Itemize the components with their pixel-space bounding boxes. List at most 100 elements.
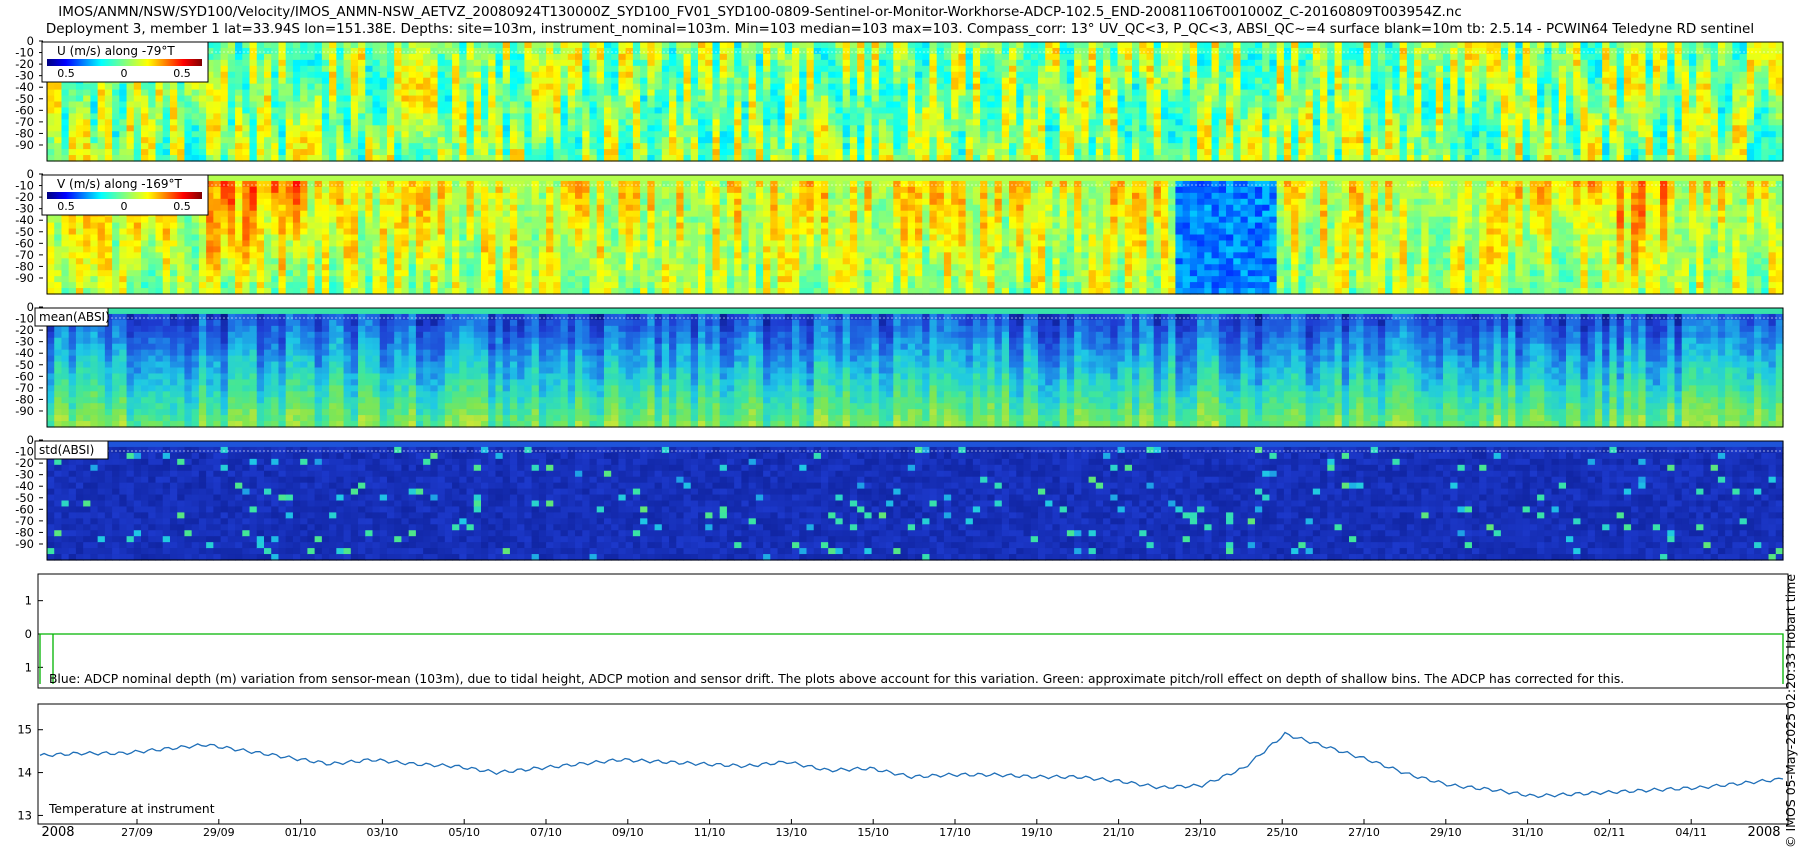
heatmap-cell <box>1544 143 1553 150</box>
heatmap-cell <box>907 42 916 49</box>
heatmap-cell <box>1182 107 1191 114</box>
heatmap-cell <box>1204 89 1213 97</box>
heatmap-cell <box>1103 83 1111 91</box>
heatmap-cell <box>1775 53 1784 61</box>
heatmap-cell <box>1320 77 1328 85</box>
heatmap-cell <box>1377 71 1386 79</box>
heatmap-cell <box>1262 95 1271 103</box>
heatmap-cell <box>1269 101 1278 109</box>
heatmap-cell <box>1500 101 1509 109</box>
heatmap-cell <box>1269 149 1278 156</box>
heatmap-cell <box>1421 83 1430 91</box>
heatmap-cell <box>1681 155 1690 162</box>
heatmap-cell <box>104 89 113 97</box>
heatmap-cell <box>1110 155 1119 162</box>
heatmap-cell <box>1356 83 1365 91</box>
heatmap-cell <box>553 155 562 162</box>
heatmap-cell <box>1421 155 1430 162</box>
heatmap-cell <box>770 131 779 138</box>
heatmap-cell <box>893 125 902 132</box>
heatmap-cell <box>1052 42 1061 49</box>
heatmap-cell <box>1204 119 1213 126</box>
heatmap-cell <box>1052 113 1061 120</box>
heatmap-cell <box>936 131 945 138</box>
heatmap-cell <box>835 89 844 97</box>
heatmap-cell <box>256 89 265 97</box>
heatmap-cell <box>509 77 518 85</box>
heatmap-cell <box>965 71 974 79</box>
heatmap-cell <box>213 77 222 85</box>
heatmap-cell <box>553 89 562 97</box>
heatmap-cell <box>213 42 222 49</box>
heatmap-cell <box>820 83 829 91</box>
heatmap-cell <box>1761 83 1770 91</box>
heatmap-cell <box>770 77 779 85</box>
heatmap-cell <box>690 53 699 61</box>
heatmap-cell <box>734 71 742 79</box>
heatmap-cell <box>1479 59 1488 67</box>
heatmap-cell <box>90 101 99 109</box>
heatmap-cell <box>994 77 1003 85</box>
heatmap-cell <box>1132 71 1140 79</box>
heatmap-cell <box>755 143 764 150</box>
heatmap-cell <box>1132 107 1140 114</box>
heatmap-cell <box>1573 83 1582 91</box>
heatmap-cell <box>1609 53 1618 61</box>
heatmap-cell <box>1139 149 1148 156</box>
heatmap-cell <box>444 131 453 138</box>
heatmap-cell <box>567 149 576 156</box>
heatmap-cell <box>1175 149 1184 156</box>
heatmap-cell <box>1095 101 1104 109</box>
heatmap-cell <box>763 125 771 132</box>
heatmap-cell <box>227 83 236 91</box>
heatmap-cell <box>929 59 938 67</box>
heatmap-cell <box>126 95 135 103</box>
heatmap-cell <box>922 95 931 103</box>
heatmap-cell <box>792 95 800 103</box>
heatmap-cell <box>1544 89 1553 97</box>
heatmap-cell <box>452 131 460 138</box>
heatmap-cell <box>1320 53 1328 61</box>
heatmap-cell <box>943 137 952 144</box>
heatmap-cell <box>1377 107 1386 114</box>
heatmap-cell <box>517 47 525 55</box>
heatmap-cell <box>1761 53 1770 61</box>
heatmap-cell <box>632 131 641 138</box>
heatmap-cell <box>1631 71 1639 79</box>
heatmap-cell <box>654 101 663 109</box>
heatmap-cell <box>698 77 706 85</box>
heatmap-cell <box>849 59 858 67</box>
heatmap-cell <box>1443 71 1451 79</box>
heatmap-cell <box>1681 125 1690 132</box>
heatmap-cell <box>1016 83 1025 91</box>
y-tick-label: -20 <box>15 57 34 71</box>
heatmap-cell <box>47 95 55 103</box>
heatmap-cell <box>75 143 84 150</box>
heatmap-cell <box>1652 107 1661 114</box>
heatmap-cell <box>1775 89 1784 97</box>
heatmap-cell <box>871 83 880 91</box>
heatmap-cell <box>1609 143 1618 150</box>
heatmap-cell <box>900 83 909 91</box>
heatmap-cell <box>198 89 207 97</box>
heatmap-cell <box>415 77 424 85</box>
heatmap-cell <box>481 101 489 109</box>
heatmap-cell <box>415 137 424 144</box>
heatmap-cell <box>1428 53 1437 61</box>
heatmap-cell <box>828 59 837 67</box>
heatmap-cell <box>1508 77 1516 85</box>
heatmap-cell <box>509 89 518 97</box>
heatmap-cell <box>1132 89 1140 97</box>
heatmap-cell <box>90 240 99 247</box>
heatmap-cell <box>1059 131 1068 138</box>
heatmap-cell <box>524 143 533 150</box>
heatmap-cell <box>849 143 858 150</box>
heatmap-cell <box>1139 95 1148 103</box>
heatmap-cell <box>386 89 395 97</box>
heatmap-cell <box>1710 59 1719 67</box>
heatmap-cell <box>1435 101 1444 109</box>
heatmap-cell <box>886 137 894 144</box>
heatmap-cell <box>1602 113 1610 120</box>
heatmap-cell <box>871 89 880 97</box>
heatmap-cell <box>47 119 55 126</box>
